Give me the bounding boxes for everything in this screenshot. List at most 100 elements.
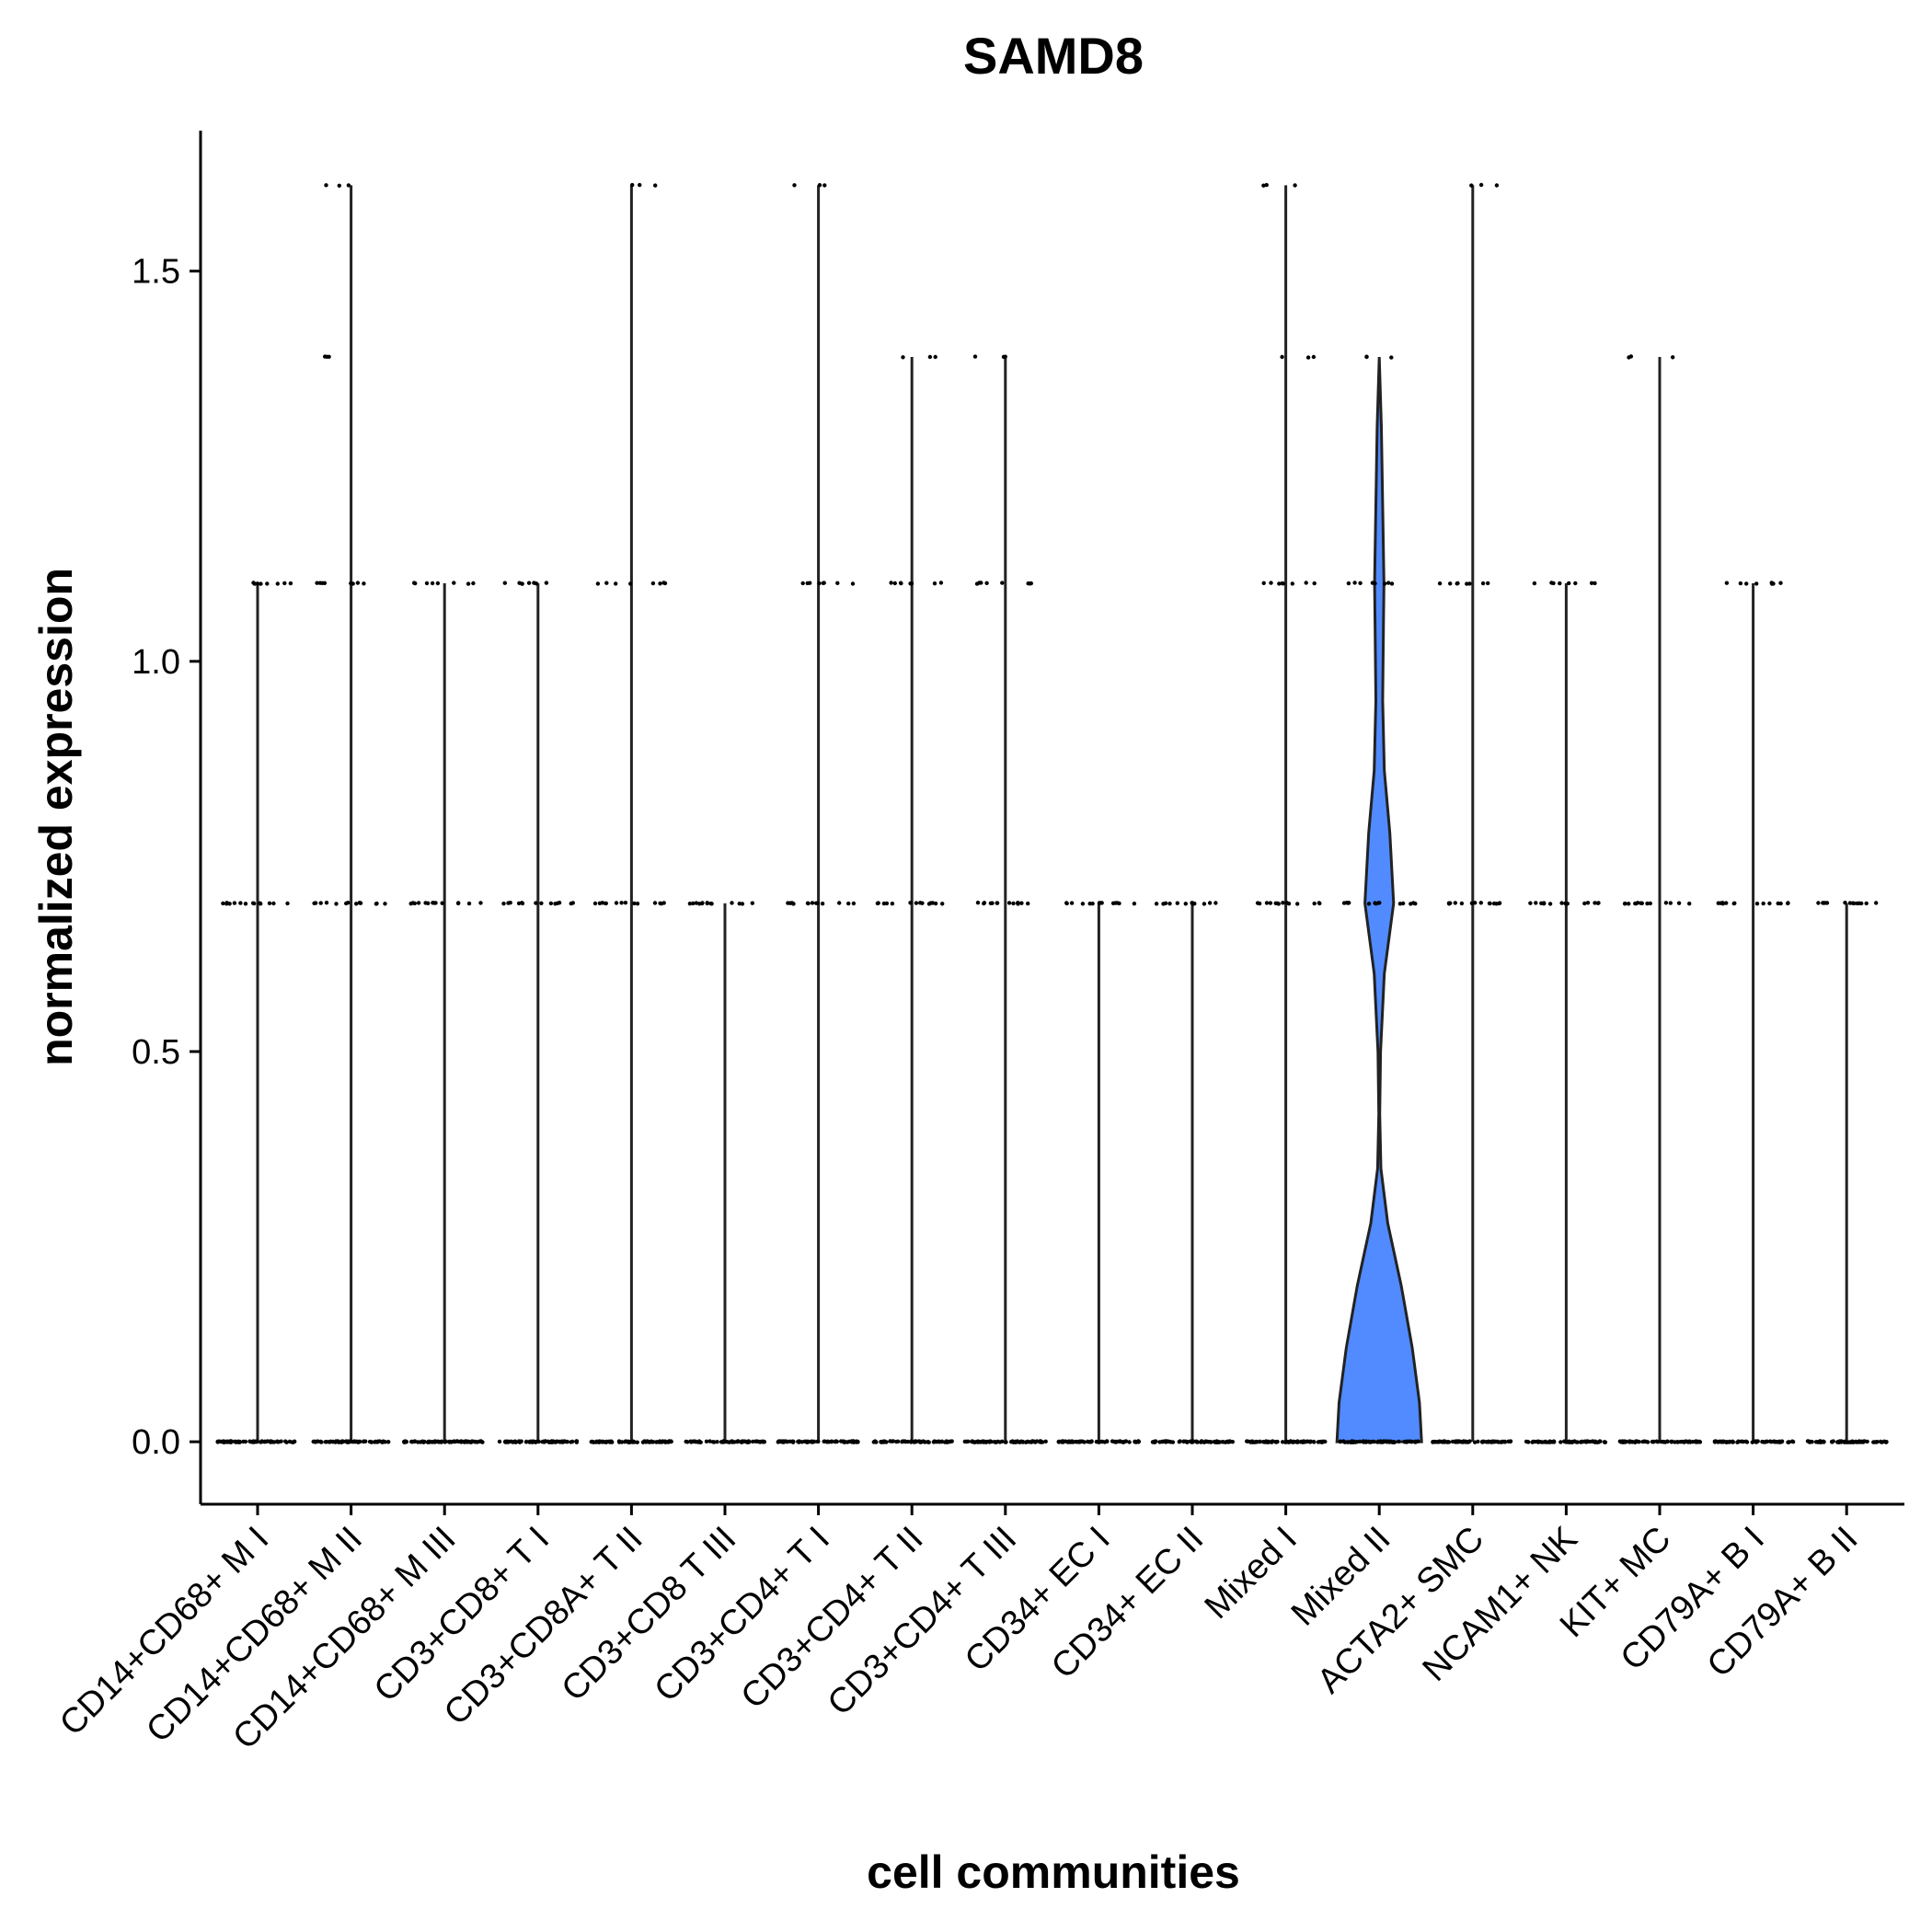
data-point [596,1440,601,1444]
data-point [1790,1440,1796,1444]
data-point [241,1439,246,1444]
violin-group [1712,581,1796,1444]
data-point [1011,901,1016,906]
data-point [1786,901,1790,906]
data-point [1366,902,1372,906]
data-point [892,581,897,586]
data-point [812,1439,817,1444]
data-point [1589,581,1594,585]
data-point [595,581,601,586]
data-point [662,581,668,586]
data-point [447,1439,452,1444]
data-point [1567,581,1571,586]
data-point [933,901,938,906]
data-point [890,902,895,906]
data-point [669,1439,673,1444]
data-point [1312,581,1317,586]
data-point [614,581,618,586]
data-point [1250,1440,1256,1444]
data-point [1016,902,1020,906]
data-point [1230,1440,1236,1444]
data-point [912,1440,917,1444]
data-point [972,354,978,359]
data-point [1117,901,1121,906]
data-point [362,581,366,586]
data-point [875,901,880,906]
data-point [800,581,805,586]
data-point [440,901,444,905]
data-point [544,581,549,585]
data-point [1853,1440,1857,1444]
data-point [325,354,329,359]
data-point [962,1439,968,1444]
data-point [1245,1439,1249,1443]
data-point [1532,581,1537,586]
data-point [228,1439,233,1443]
data-point [804,1439,809,1444]
data-point [519,1439,523,1443]
data-point [1397,1439,1401,1444]
data-point [926,902,932,906]
data-point [1848,1440,1853,1444]
data-point [650,581,656,586]
data-point [1620,1439,1625,1443]
data-point [1121,1440,1125,1444]
data-point [994,1440,998,1444]
data-point [1822,901,1826,905]
data-point [1544,1440,1549,1444]
data-point [1744,1440,1750,1444]
data-point [805,901,811,905]
data-point [1778,581,1783,585]
data-point [630,182,635,188]
data-point [1003,1440,1008,1444]
data-point [1528,901,1533,905]
data-point [979,581,983,585]
data-point [1724,1440,1729,1444]
data-point [750,901,754,905]
chart-title: SAMD8 [963,27,1144,85]
data-point [412,581,417,585]
data-point [1099,1439,1104,1444]
data-point [1353,1440,1358,1444]
data-point [356,1440,361,1444]
data-point [363,1439,368,1443]
data-point [691,901,696,906]
data-point [1738,581,1743,586]
data-point [735,1440,740,1444]
data-point [315,581,319,585]
data-point [901,355,905,360]
data-point [533,1440,538,1444]
data-point [707,1439,712,1443]
data-point [697,902,702,906]
data-point [1277,581,1282,586]
data-point [623,901,628,905]
data-point [1207,901,1213,905]
data-point [696,1439,702,1443]
data-point [1280,354,1284,360]
data-point [632,1440,637,1444]
data-point [534,581,539,586]
data-point [1779,1439,1785,1444]
data-point [312,1439,317,1444]
data-point [822,183,827,188]
data-point [383,902,387,906]
data-point [1389,355,1394,360]
data-point [1456,1440,1461,1444]
data-point [614,901,619,905]
data-point [520,581,524,586]
data-point [1432,1440,1438,1444]
data-point [1773,1440,1777,1444]
data-point [1275,901,1280,906]
violin-group [684,901,766,1444]
violin-group [962,354,1048,1444]
axes [199,131,1904,1506]
data-point [478,901,483,905]
data-point [1508,1439,1512,1444]
data-point [1064,901,1069,905]
data-point [282,581,287,586]
data-point [918,1440,923,1444]
data-point [1061,1440,1065,1444]
data-point [1123,1439,1129,1443]
data-point [894,1439,899,1444]
